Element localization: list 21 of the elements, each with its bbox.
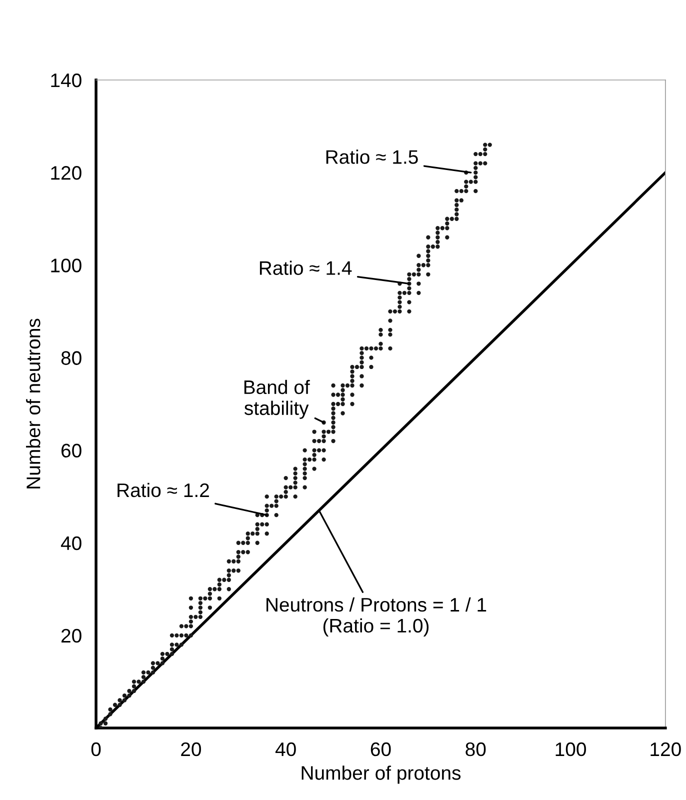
y-tick-label: 40 xyxy=(60,536,82,550)
annotation: Ratio ≈ 1.5 xyxy=(326,150,418,164)
x-tick-label: 100 xyxy=(556,742,586,756)
annotation: Ratio ≈ 1.2 xyxy=(118,482,209,498)
y-tick-label: 120 xyxy=(51,166,82,180)
x-axis-title: Number of protons xyxy=(302,766,461,784)
annotation: Band of stability xyxy=(244,380,310,419)
annotation: Neutrons / Protons = 1 / 1 (Ratio = 1.0) xyxy=(266,597,486,636)
annotation: Ratio ≈ 1.4 xyxy=(260,260,352,275)
x-tick-label: 20 xyxy=(181,742,201,756)
y-tick-label: 100 xyxy=(51,258,82,272)
x-tick-label: 120 xyxy=(650,742,681,756)
x-tick-label: 80 xyxy=(466,742,486,756)
y-tick-label: 140 xyxy=(51,73,82,88)
x-tick-label: 40 xyxy=(275,742,296,756)
y-tick-label: 80 xyxy=(61,351,82,365)
x-tick-label: 60 xyxy=(370,742,391,756)
x-tick-label: 0 xyxy=(91,742,101,756)
y-tick-label: 60 xyxy=(62,444,82,458)
y-tick-label: 20 xyxy=(62,628,82,643)
y-axis-title: Number of neutrons xyxy=(26,318,40,488)
